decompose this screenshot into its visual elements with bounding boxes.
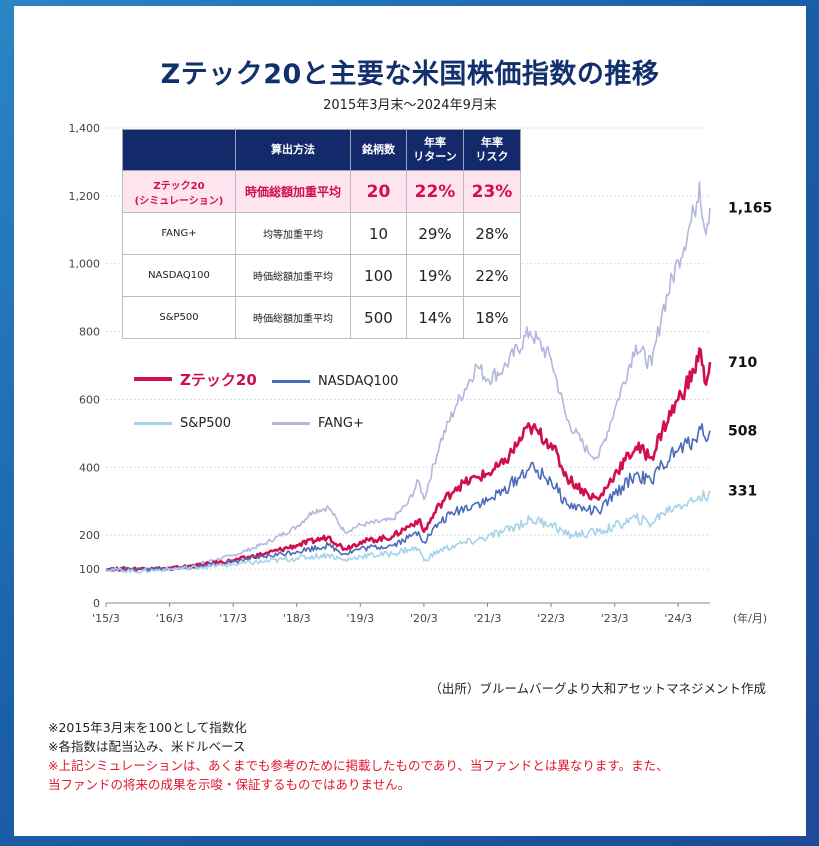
legend-item-nasdaq100: NASDAQ100 bbox=[272, 372, 398, 390]
legend-label: S&P500 bbox=[180, 415, 232, 431]
stats-cell-name: FANG+ bbox=[122, 212, 236, 255]
stats-cell-return: 14% bbox=[406, 296, 464, 339]
stats-header-row: 算出方法 銘柄数 年率 リターン 年率 リスク bbox=[122, 129, 521, 171]
x-tick-label: '22/3 bbox=[537, 612, 565, 625]
end-value-label: 508 bbox=[728, 424, 757, 440]
series-line-fang bbox=[106, 181, 711, 572]
stats-cell-risk: 18% bbox=[463, 296, 521, 339]
stats-cell-method: 時価総額加重平均 bbox=[235, 296, 351, 339]
x-tick-label: '17/3 bbox=[219, 612, 247, 625]
y-tick-label: 200 bbox=[79, 529, 100, 542]
stats-header-method: 算出方法 bbox=[235, 129, 351, 171]
x-tick-label: '20/3 bbox=[410, 612, 438, 625]
y-tick-label: 0 bbox=[93, 597, 100, 610]
legend-swatch bbox=[134, 377, 172, 381]
chart-subtitle: 2015年3月末～2024年9月末 bbox=[323, 98, 497, 113]
stats-cell-name: NASDAQ100 bbox=[122, 254, 236, 297]
footnote-dividends: ※各指数は配当込み、米ドルベース bbox=[48, 739, 246, 754]
stats-cell-name: S&P500 bbox=[122, 296, 236, 339]
stats-cell-risk: 22% bbox=[463, 254, 521, 297]
y-tick-label: 400 bbox=[79, 461, 100, 474]
stats-row-nasdaq: NASDAQ100 時価総額加重平均 100 19% 22% bbox=[122, 254, 521, 297]
y-tick-label: 1,000 bbox=[69, 258, 101, 271]
x-tick-label: '19/3 bbox=[346, 612, 374, 625]
footnote-index-base: ※2015年3月末を100として指数化 bbox=[48, 720, 247, 735]
stats-cell-count: 100 bbox=[350, 254, 407, 297]
y-tick-label: 800 bbox=[79, 326, 100, 339]
legend-swatch bbox=[134, 421, 172, 425]
legend-label: NASDAQ100 bbox=[318, 373, 399, 389]
source-note: （出所）ブルームバーグより大和アセットマネジメント作成 bbox=[429, 681, 766, 696]
stats-cell-count: 500 bbox=[350, 296, 407, 339]
end-value-label: 710 bbox=[728, 355, 757, 371]
y-tick-label: 600 bbox=[79, 393, 100, 406]
stats-cell-method: 均等加重平均 bbox=[235, 212, 351, 255]
end-value-label: 1,165 bbox=[728, 201, 772, 217]
stats-cell-name: Zテック20 (シミュレーション) bbox=[122, 170, 236, 213]
x-unit-label: (年/月) bbox=[733, 611, 767, 625]
footnote-disclaimer-1: ※上記シミュレーションは、あくまでも参考のために掲載したものであり、当ファンドと… bbox=[48, 758, 669, 773]
x-tick-label: '18/3 bbox=[283, 612, 311, 625]
legend-item-fang: FANG+ bbox=[272, 414, 364, 432]
stats-cell-risk: 23% bbox=[463, 170, 521, 213]
stats-header-count: 銘柄数 bbox=[350, 129, 407, 171]
stats-cell-return: 29% bbox=[406, 212, 464, 255]
footnotes: ※2015年3月末を100として指数化 ※各指数は配当込み、米ドルベース ※上記… bbox=[48, 718, 669, 794]
y-tick-label: 1,200 bbox=[69, 190, 101, 203]
stats-header-blank bbox=[122, 129, 236, 171]
stats-cell-risk: 28% bbox=[463, 212, 521, 255]
legend-label: Zテック20 bbox=[180, 370, 257, 389]
footnote-disclaimer-2: 当ファンドの将来の成果を示唆・保証するものではありません。 bbox=[48, 777, 411, 792]
stats-table: 算出方法 銘柄数 年率 リターン 年率 リスク Zテック20 (シミュレーション… bbox=[122, 129, 521, 339]
chart-card: Zテック20と主要な米国株価指数の推移 2015年3月末～2024年9月末 0 1… bbox=[14, 6, 806, 836]
stats-cell-count: 10 bbox=[350, 212, 407, 255]
stats-cell-method: 時価総額加重平均 bbox=[235, 254, 351, 297]
legend-swatch bbox=[272, 379, 310, 383]
stats-cell-return: 19% bbox=[406, 254, 464, 297]
x-tick-label: '15/3 bbox=[92, 612, 120, 625]
stats-cell-return: 22% bbox=[406, 170, 464, 213]
legend-item-sp500: S&P500 bbox=[134, 414, 231, 432]
y-tick-label: 1,400 bbox=[69, 122, 101, 135]
x-tick-label: '24/3 bbox=[664, 612, 692, 625]
x-tick-label: '23/3 bbox=[601, 612, 629, 625]
line-chart: 0 100 200 400 600 800 1,000 1,200 1,400 '15/3 '16/… bbox=[69, 122, 773, 625]
chart-title: Zテック20と主要な米国株価指数の推移 bbox=[160, 59, 660, 90]
legend-label: FANG+ bbox=[318, 415, 364, 431]
x-tick-label: '21/3 bbox=[474, 612, 502, 625]
x-tick-label: '16/3 bbox=[156, 612, 184, 625]
stats-cell-count: 20 bbox=[350, 170, 407, 213]
stats-cell-method: 時価総額加重平均 bbox=[235, 170, 351, 213]
legend-item-ztech20: Zテック20 bbox=[134, 370, 257, 389]
legend-swatch bbox=[272, 421, 310, 425]
stats-row-fang: FANG+ 均等加重平均 10 29% 28% bbox=[122, 212, 521, 255]
stats-row-ztech20: Zテック20 (シミュレーション) 時価総額加重平均 20 22% 23% bbox=[122, 170, 521, 213]
end-value-label: 331 bbox=[728, 484, 757, 500]
stats-row-sp500: S&P500 時価総額加重平均 500 14% 18% bbox=[122, 296, 521, 339]
stats-header-risk: 年率 リスク bbox=[463, 129, 521, 171]
y-tick-label: 100 bbox=[79, 563, 100, 576]
series-line-sp500 bbox=[105, 489, 711, 574]
stats-header-return: 年率 リターン bbox=[406, 129, 464, 171]
